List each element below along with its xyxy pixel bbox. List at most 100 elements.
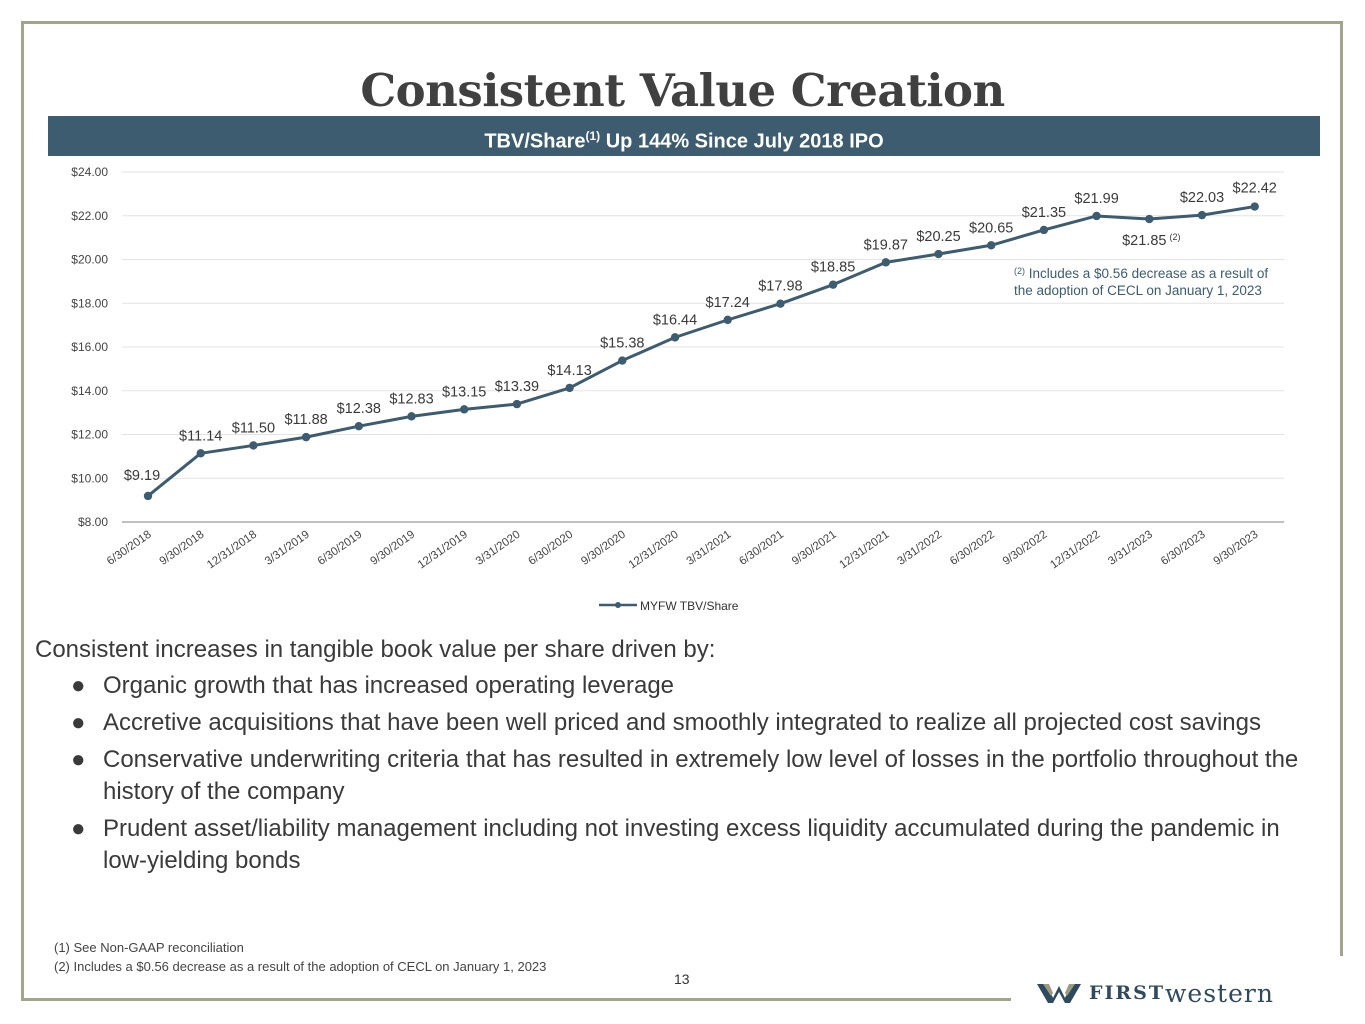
banner-text: TBV/Share <box>484 130 586 153</box>
list-item: ● Accretive acquisitions that have been w… <box>35 707 1303 739</box>
data-label: $22.03 <box>1180 190 1224 206</box>
x-tick-label: 3/31/2023 <box>1106 529 1155 568</box>
annotation-line-1: (2) Includes a $0.56 decrease as a resul… <box>1014 266 1268 281</box>
x-tick-label: 9/30/2023 <box>1212 529 1261 568</box>
data-label: $11.88 <box>284 412 327 428</box>
y-tick-label: $24.00 <box>71 165 108 179</box>
data-label: $13.15 <box>442 384 486 400</box>
x-tick-label: 12/31/2021 <box>837 529 891 572</box>
data-point <box>670 333 680 342</box>
x-tick-label: 12/31/2020 <box>627 529 681 572</box>
x-tick-label: 9/30/2018 <box>158 529 207 568</box>
data-point <box>565 383 574 393</box>
driver-list: ● Organic growth that has increased opera… <box>35 670 1335 877</box>
chart-legend: MYFW TBV/Share <box>599 599 739 613</box>
legend-label: MYFW TBV/Share <box>640 599 739 613</box>
data-label: $11.14 <box>179 428 222 444</box>
series-line <box>147 205 1255 498</box>
data-point <box>1039 225 1049 235</box>
chart-banner: TBV/Share(1) Up 144% Since July 2018 IPO <box>48 116 1320 156</box>
x-tick-label: 9/30/2022 <box>1001 529 1050 568</box>
body-lead: Consistent increases in tangible book va… <box>35 636 716 663</box>
x-tick-label: 9/30/2020 <box>579 529 628 568</box>
frame-bottom <box>21 998 1011 1001</box>
x-tick-label: 6/30/2018 <box>105 529 154 568</box>
logo-w-icon <box>1037 984 1081 1003</box>
data-label: $20.65 <box>969 220 1013 236</box>
footnotes: (1) See Non-GAAP reconciliation (2) Incl… <box>54 938 546 976</box>
series-line-layer <box>147 205 1255 498</box>
data-point <box>512 399 522 409</box>
frame-top <box>21 21 1343 24</box>
data-point <box>143 491 153 501</box>
data-label: $9.19 <box>124 468 160 484</box>
data-label: $20.25 <box>916 229 960 245</box>
data-label: $14.13 <box>547 363 591 379</box>
data-label: $19.87 <box>864 237 908 253</box>
frame-left <box>21 21 24 1001</box>
x-tick-label: 12/31/2022 <box>1048 529 1102 572</box>
x-tick-label: 9/30/2019 <box>368 529 417 568</box>
data-label-footnote-ref: (2) <box>1169 232 1180 242</box>
data-point <box>987 241 996 250</box>
x-tick-label: 6/30/2019 <box>316 529 365 568</box>
data-label: $11.50 <box>232 420 275 436</box>
data-label: $17.98 <box>758 279 802 295</box>
y-tick-label: $20.00 <box>71 253 108 267</box>
y-tick-label: $18.00 <box>71 296 108 310</box>
bullet-icon: ● <box>71 746 86 773</box>
data-label: $16.44 <box>653 312 697 328</box>
bullet-text: Prudent asset/liability management inclu… <box>103 815 1280 874</box>
data-point <box>1092 211 1101 221</box>
x-tick-label: 6/30/2021 <box>737 529 786 568</box>
list-item: ● Organic growth that has increased opera… <box>35 670 1303 702</box>
bullet-icon: ● <box>71 709 86 736</box>
x-tick-label: 3/31/2020 <box>474 529 523 568</box>
data-label: $21.99 <box>1074 191 1118 207</box>
page-title: Consistent Value Creation <box>360 64 1005 117</box>
data-point <box>934 249 943 259</box>
bullet-text: Conservative underwriting criteria that … <box>103 746 1299 805</box>
logo-text-first: FIRST <box>1089 982 1166 1004</box>
data-point <box>881 258 890 267</box>
data-label: $12.83 <box>389 391 433 407</box>
bullet-text: Accretive acquisitions that have been we… <box>103 709 1261 736</box>
tbv-line-chart: $8.00 $10.00 $12.00 $14.00 $16.00 $18.00 $20.0… <box>71 165 1284 613</box>
banner-footnote-ref: (1) <box>585 129 601 143</box>
data-point <box>196 449 205 458</box>
data-point <box>776 299 785 308</box>
data-label: $13.39 <box>495 379 539 395</box>
data-point <box>1145 214 1154 224</box>
cecl-annotation: (2) Includes a $0.56 decrease as a resul… <box>1014 266 1268 298</box>
y-tick-label: $16.00 <box>71 340 108 354</box>
list-item: ● Prudent asset/liability management incl… <box>35 813 1303 877</box>
legend-point-swatch <box>615 602 621 608</box>
footnote-2: (2) Includes a $0.56 decrease as a resul… <box>54 959 547 974</box>
data-label: $21.85 (2) <box>1122 232 1180 249</box>
frame-right <box>1340 21 1343 956</box>
data-label: $21.35 <box>1022 205 1066 221</box>
y-tick-label: $8.00 <box>78 515 108 529</box>
data-labels: $9.19 $11.14 $11.50 $11.88 $12.38 $12.83 $13.1… <box>124 181 1277 484</box>
x-tick-label: 6/30/2023 <box>1159 529 1208 568</box>
company-logo: FIRST western <box>1037 978 1274 1008</box>
data-point <box>407 412 416 421</box>
data-label: $12.38 <box>337 401 381 417</box>
bullet-icon: ● <box>71 815 86 842</box>
list-item: ● Conservative underwriting criteria that… <box>35 744 1303 808</box>
banner-text-after: Up 144% Since July 2018 IPO <box>600 130 884 153</box>
data-point <box>460 405 469 414</box>
annotation-text-1: Includes a $0.56 decrease as a result of <box>1025 266 1268 281</box>
data-label: $17.24 <box>706 295 750 311</box>
data-label: $18.85 <box>811 260 855 276</box>
data-point <box>1197 210 1207 220</box>
series-points <box>143 202 1259 501</box>
x-tick-label: 3/31/2019 <box>263 529 312 568</box>
x-tick-label: 3/31/2022 <box>895 529 944 568</box>
y-axis-tick-labels: $8.00 $10.00 $12.00 $14.00 $16.00 $18.00 $20.0… <box>71 165 108 529</box>
bullet-text: Organic growth that has increased operat… <box>103 672 675 699</box>
x-tick-label: 6/30/2022 <box>948 529 997 568</box>
x-tick-label: 12/31/2019 <box>416 529 470 572</box>
annotation-footnote-ref: (2) <box>1014 266 1025 276</box>
